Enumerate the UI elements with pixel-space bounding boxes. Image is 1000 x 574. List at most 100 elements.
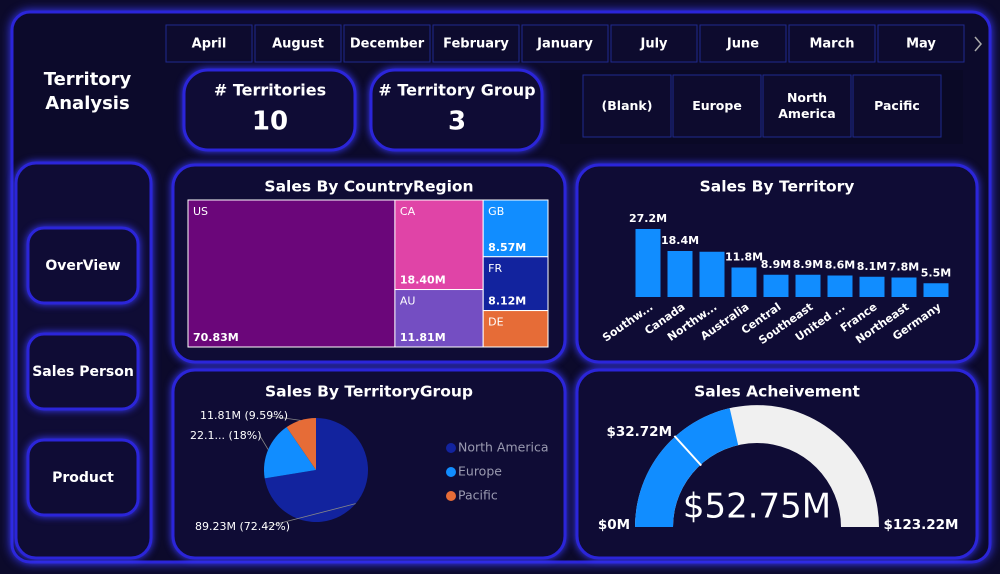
chart-title: Sales Acheivement: [694, 383, 860, 401]
bar-value-label: 11.8M: [725, 251, 763, 264]
bar-value-label: 18.4M: [661, 234, 699, 247]
slice-label: 89.23M (72.42%): [195, 520, 290, 533]
bar: [667, 251, 693, 297]
pie-slice: [264, 427, 316, 479]
leader-line: [269, 415, 301, 421]
group-button[interactable]: [762, 74, 852, 138]
month-button[interactable]: [254, 24, 342, 63]
bar: [827, 275, 853, 297]
kpi-card: [369, 68, 544, 152]
group-label[interactable]: Europe: [692, 98, 742, 113]
kpi-value: 3: [448, 107, 466, 137]
bar-value-label: 7.8M: [889, 261, 919, 274]
cell-value-label: 8.57M: [488, 241, 526, 254]
cell-label: US: [193, 205, 208, 218]
month-label: January: [536, 37, 593, 52]
group-label[interactable]: Pacific: [874, 98, 920, 113]
chart-title: Sales By TerritoryGroup: [265, 383, 473, 401]
bar: [891, 277, 917, 297]
slice-label: 22.1... (18%): [190, 429, 262, 442]
chart-panel: [171, 368, 567, 560]
bar-value-label: 8.1M: [857, 260, 887, 273]
gauge-value-label: $52.75M: [683, 487, 831, 527]
group-label[interactable]: (Blank): [601, 98, 653, 113]
bar: [923, 283, 949, 297]
treemap-cell: [394, 199, 484, 291]
month-button[interactable]: [610, 24, 698, 63]
bar-value-label: 27.2M: [629, 212, 667, 225]
month-button[interactable]: [699, 24, 787, 63]
treemap-cell: [482, 256, 549, 312]
bar: [699, 251, 725, 297]
pie-slice: [264, 418, 369, 522]
kpi-label: # Territories: [214, 81, 326, 100]
kpi-label: # Territory Group: [378, 81, 535, 100]
chart-title: Sales By CountryRegion: [264, 178, 473, 196]
cell-label: AU: [400, 295, 416, 308]
kpi-value: 10: [252, 107, 288, 137]
slice-label: 11.81M (9.59%): [200, 409, 288, 422]
cell-label: CA: [400, 205, 416, 218]
month-label: June: [726, 37, 759, 52]
gauge-max-label: $123.22M: [884, 517, 959, 533]
treemap-cell: [394, 289, 484, 348]
month-label: December: [350, 37, 425, 52]
bar: [795, 274, 821, 297]
gauge-value: [635, 408, 739, 527]
kpi-card: [182, 68, 357, 152]
leader-line: [259, 435, 269, 450]
cell-value-label: 11.81M: [400, 331, 446, 344]
legend-label: Europe: [458, 464, 502, 479]
month-label: July: [639, 37, 668, 52]
month-button[interactable]: [432, 24, 520, 63]
month-button[interactable]: [788, 24, 876, 63]
target-label: $32.72M: [606, 424, 672, 440]
chart-title: Sales By Territory: [700, 178, 855, 196]
month-label: March: [809, 37, 854, 52]
month-button[interactable]: [343, 24, 431, 63]
nav-label[interactable]: Product: [52, 469, 114, 486]
month-button[interactable]: [877, 24, 965, 63]
bar: [763, 274, 789, 297]
legend-marker: [446, 443, 456, 453]
month-label: May: [906, 37, 936, 52]
bar: [859, 276, 885, 297]
nav-label[interactable]: Sales Person: [32, 363, 134, 380]
group-button[interactable]: [582, 74, 672, 138]
leader-line: [264, 503, 356, 528]
treemap-cell: [187, 199, 396, 348]
bar: [635, 229, 661, 297]
group-label[interactable]: North America: [778, 90, 836, 121]
scroll-arrow: [974, 36, 982, 52]
gauge-min-label: $0M: [598, 517, 630, 533]
treemap-cell: [482, 199, 549, 258]
nav-button: [26, 332, 140, 411]
gauge-target: [673, 435, 702, 467]
nav-button: [26, 226, 140, 305]
bar-value-label: 8.9M: [761, 258, 791, 271]
bar-value-label: 8.9M: [793, 258, 823, 271]
bar: [731, 267, 757, 297]
cell-value-label: 18.40M: [400, 274, 446, 287]
legend-marker: [446, 467, 456, 477]
cell-label: DE: [488, 316, 503, 329]
legend-label: North America: [458, 440, 549, 455]
cell-value-label: 70.83M: [193, 331, 239, 344]
month-label: February: [443, 37, 509, 52]
month-label: August: [272, 37, 324, 52]
bar-value-label: 5.5M: [921, 266, 951, 279]
month-button[interactable]: [521, 24, 609, 63]
chart-panel: [575, 163, 979, 364]
nav-button: [26, 438, 140, 517]
month-button[interactable]: [165, 24, 253, 63]
legend-marker: [446, 491, 456, 501]
group-button[interactable]: [672, 74, 762, 138]
cell-label: FR: [488, 262, 502, 275]
group-button[interactable]: [852, 74, 942, 138]
bar-value-label: 8.6M: [825, 259, 855, 272]
treemap-cell: [482, 310, 549, 348]
nav-label[interactable]: OverView: [45, 257, 121, 274]
pie-slice: [286, 418, 316, 470]
